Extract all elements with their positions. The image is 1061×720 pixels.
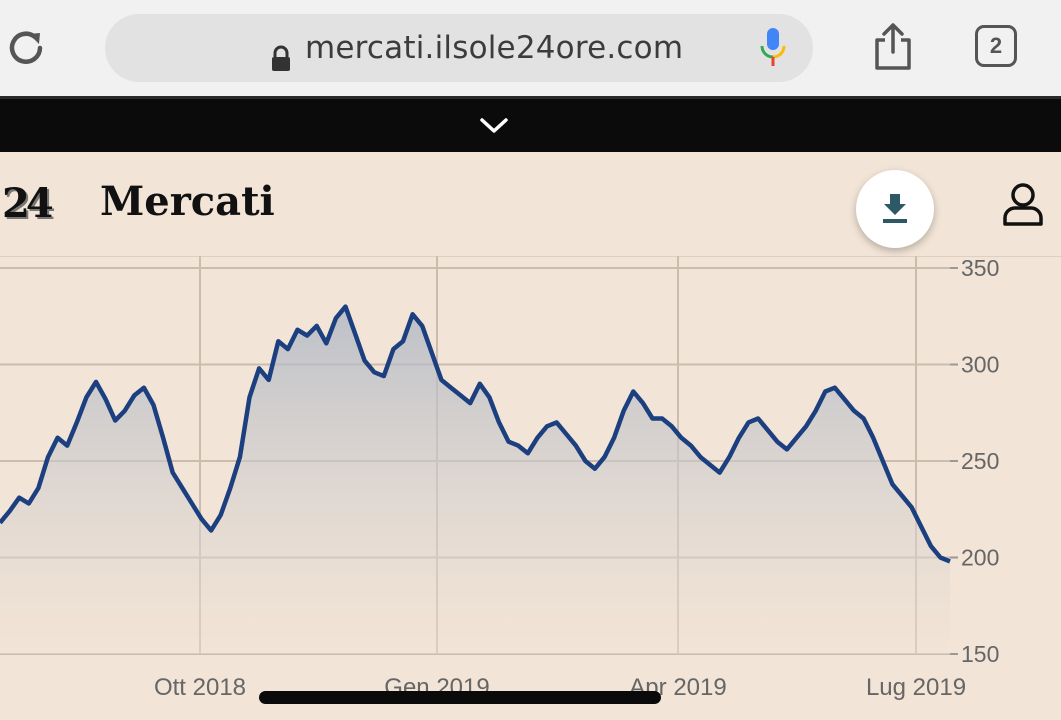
chevron-down-icon[interactable] [478, 115, 510, 137]
series-area [0, 306, 950, 654]
y-tick-label: 350 [961, 256, 999, 281]
y-tick-label: 150 [961, 641, 999, 667]
series-line [0, 304, 951, 564]
page-title: Mercati [100, 178, 275, 225]
reload-icon[interactable] [4, 26, 48, 70]
download-icon [883, 194, 907, 223]
lock-icon [272, 45, 290, 71]
url-text[interactable]: mercati.ilsole24ore.com [305, 30, 684, 66]
download-button[interactable] [856, 170, 934, 248]
browser-toolbar: mercati.ilsole24ore.com 2 [0, 0, 1061, 96]
y-tick-label: 250 [961, 448, 999, 474]
share-icon[interactable] [872, 22, 914, 72]
collapsed-menu-bar[interactable] [0, 96, 1061, 152]
microphone-icon[interactable] [758, 26, 788, 70]
x-tick-label: Lug 2019 [866, 674, 966, 701]
y-tick-label: 200 [961, 545, 999, 571]
address-bar[interactable]: mercati.ilsole24ore.com [105, 14, 813, 82]
y-tick-label: 300 [961, 352, 999, 378]
x-tick-label: Ott 2018 [154, 674, 246, 701]
home-indicator [259, 691, 661, 704]
tabs-count: 2 [989, 33, 1003, 58]
user-icon[interactable] [1001, 180, 1045, 226]
site-logo[interactable]: 24 [2, 180, 54, 227]
site-header: 24 Mercati [0, 152, 1061, 257]
tabs-icon[interactable]: 2 [975, 25, 1017, 67]
